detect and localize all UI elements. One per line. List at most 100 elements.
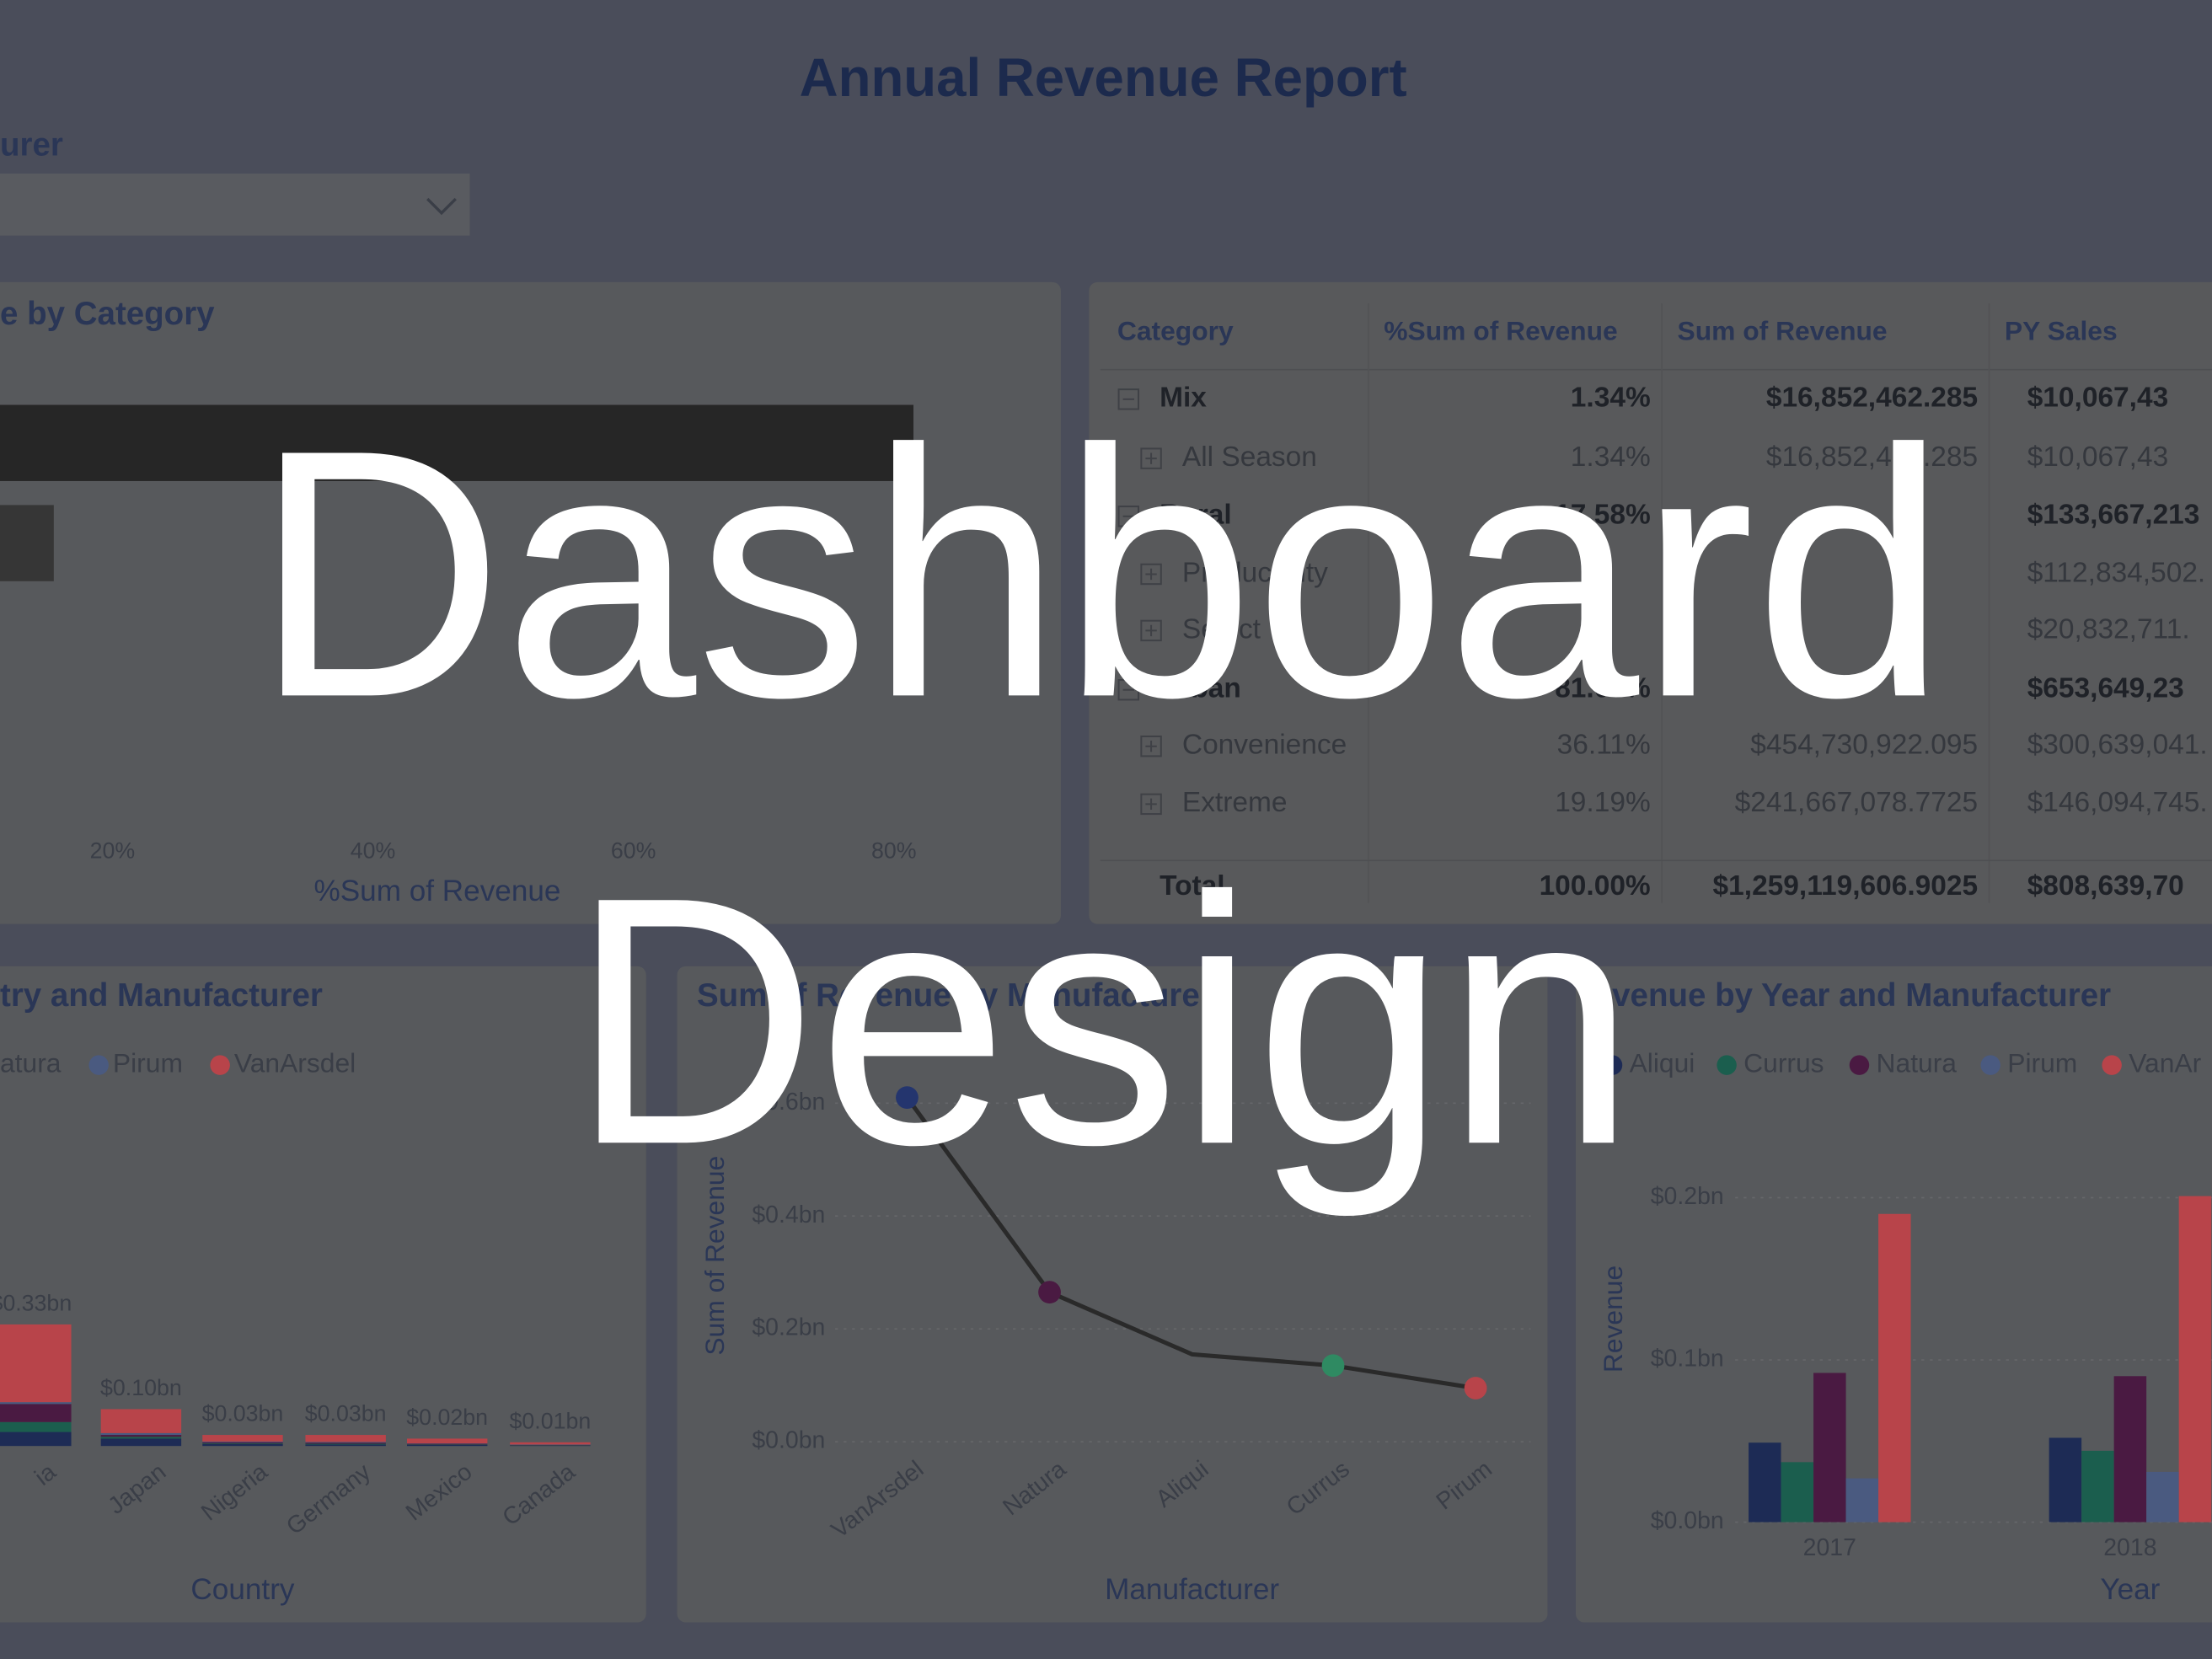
bar [2113,1376,2147,1523]
bar [2146,1471,2179,1523]
cell: $10,067,43 [2027,383,2169,414]
bar-segment [0,1432,72,1447]
y-tick-label: $0.4bn [752,1201,825,1228]
legend-label: Pirum [2007,1048,2077,1078]
y-tick-label: $0.6bn [752,1089,825,1116]
slicer-label: urer [0,126,63,163]
bar [1781,1462,1814,1523]
x-axis-title: %Sum of Revenue [313,875,560,907]
y-axis-title: Revenue [1598,1266,1628,1373]
bar-segment [305,1435,386,1442]
chart-title: try and Manufacturer [0,977,323,1014]
content: Category %Sum of Revenue Sum of Revenue PY … [0,296,2212,1606]
chart-title: Sum of Revenue by Manufacturer [697,977,1213,1014]
legend-label: Natura [1877,1048,1958,1078]
column-header: Category [1117,316,1234,346]
row-label: Select [1182,613,1261,645]
expand-icon [1140,447,1162,469]
x-tick-label: 60% [611,838,656,863]
panel [677,966,1548,1623]
x-tick-label: 2017 [1803,1534,1856,1561]
total-cell: $1,259,119,606.9025 [1713,870,1979,902]
legend-swatch [1980,1055,2000,1075]
bar-segment [406,1444,488,1447]
y-tick-label: $0.2bn [1651,1183,1724,1210]
x-tick-label: 20% [90,838,136,863]
expand-icon [1145,798,1157,811]
row-label: Productivity [1182,557,1328,588]
y-tick-label: $0.1bn [1651,1346,1724,1373]
overlay-text: Dashboard [254,376,1947,770]
legend-swatch [2102,1055,2122,1075]
slicer-dropdown[interactable] [0,173,470,236]
line-point [896,1086,919,1110]
bar-segment [100,1438,182,1447]
overlay-text: Design [570,823,1636,1220]
chart-title: evenue by Year and Manufacturer [1594,977,2111,1014]
bar-segment [406,1443,488,1445]
bar-segment [510,1442,591,1445]
bar-segment [202,1435,283,1442]
cell: $10,067,43 [2027,442,2169,473]
data-label: $0.33bn [0,1291,72,1316]
bar-segment [100,1409,182,1433]
bar-segment [202,1442,283,1444]
expand-icon [1140,735,1162,757]
report-title: Annual Revenue Report [800,48,1407,108]
column-header: %Sum of Revenue [1384,316,1617,346]
legend-swatch [88,1055,109,1075]
bar-segment [202,1443,283,1444]
y-tick-label: $0.0bn [752,1427,825,1454]
total-cell: $808,639,70 [2027,870,2184,902]
bar-segment [0,1402,72,1405]
bar [2178,1196,2212,1523]
row-label: Extreme [1182,787,1288,818]
expand-icon [1117,506,1140,527]
x-tick-label: 2018 [2103,1534,2156,1561]
panel [0,966,646,1623]
total-cell: 100.00% [1540,870,1651,902]
cell: $16,852,462.285 [1766,383,1978,414]
bar [2049,1437,2082,1523]
legend-label: VanArsdel [234,1048,356,1078]
expand-icon [1117,679,1140,701]
cell: 19.19% [1555,787,1651,818]
legend-label: Pirum [113,1048,183,1078]
row-label: Convenience [1182,730,1347,761]
data-label: $0.02bn [406,1405,488,1430]
legend-label: VanAr [2129,1048,2201,1078]
bar-segment [305,1442,386,1444]
bar-segment [406,1438,488,1444]
legend-swatch [1602,1055,1623,1075]
expand-icon [1145,568,1157,581]
cell: $454,730,922.095 [1750,730,1978,761]
bar-segment [0,1324,72,1403]
dropdown-chevron [426,197,457,216]
line-point [1464,1377,1487,1399]
bar-segment [305,1443,386,1445]
cell: $653,649,23 [2027,673,2184,704]
panel [1089,281,2212,924]
bar-segment [100,1435,182,1437]
cell: 81.07% [1555,673,1651,704]
chart-title: e by Category [0,296,215,332]
cell: 1.34% [1571,442,1651,473]
bar-segment [202,1443,283,1447]
cell: 1.34% [1571,383,1651,414]
bar [2081,1450,2114,1523]
bar [1845,1478,1879,1523]
legend-swatch [1849,1055,1870,1075]
cell: 36.11% [1557,730,1651,761]
expand-icon [1140,563,1162,586]
bar-segment [305,1444,386,1447]
y-tick-label: $0.0bn [1651,1507,1724,1534]
column-header: Sum of Revenue [1678,316,1888,346]
expand-icon [1145,741,1157,752]
row-label: Urban [1160,673,1241,704]
bar-segment [0,1404,72,1422]
x-axis-title: Year [2100,1573,2160,1606]
data-label: $0.03bn [202,1401,284,1426]
bar [1813,1373,1846,1523]
cell: $16,852,462.285 [1766,442,1978,473]
